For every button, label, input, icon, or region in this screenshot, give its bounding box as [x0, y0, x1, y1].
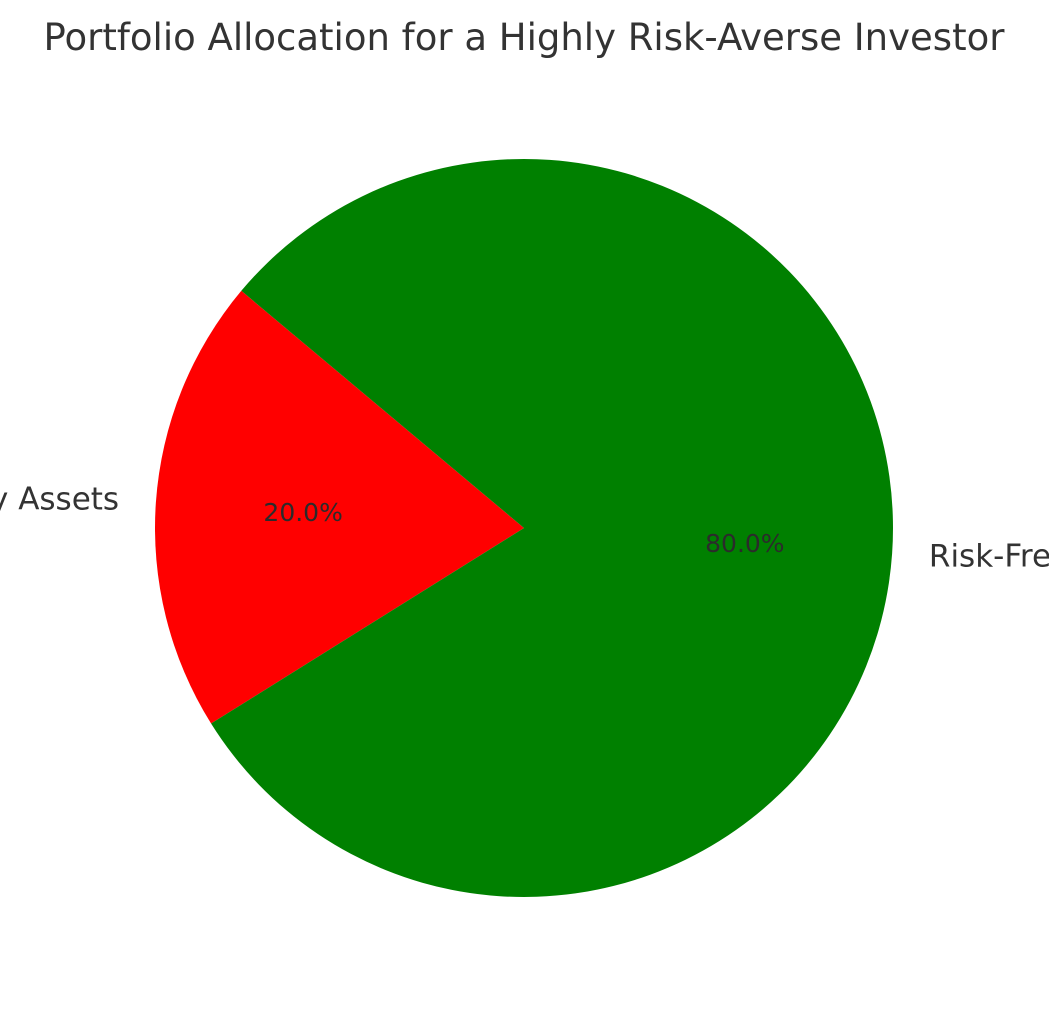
pie-category-label: Risky Assets [0, 482, 119, 518]
pie-slice-risky-assets [155, 290, 524, 724]
pie-percent-label: 20.0% [263, 498, 342, 527]
pie-labels: 20.0% Risky Assets 80.0% Risk-Free Assets [0, 482, 1049, 575]
pie-slices [155, 159, 893, 898]
pie-category-label: Risk-Free Assets [929, 538, 1049, 574]
pie-percent-label: 80.0% [705, 529, 784, 558]
pie-slice-risk-free-assets [211, 159, 893, 898]
chart-title: Portfolio Allocation for a Highly Risk-A… [44, 16, 1006, 59]
